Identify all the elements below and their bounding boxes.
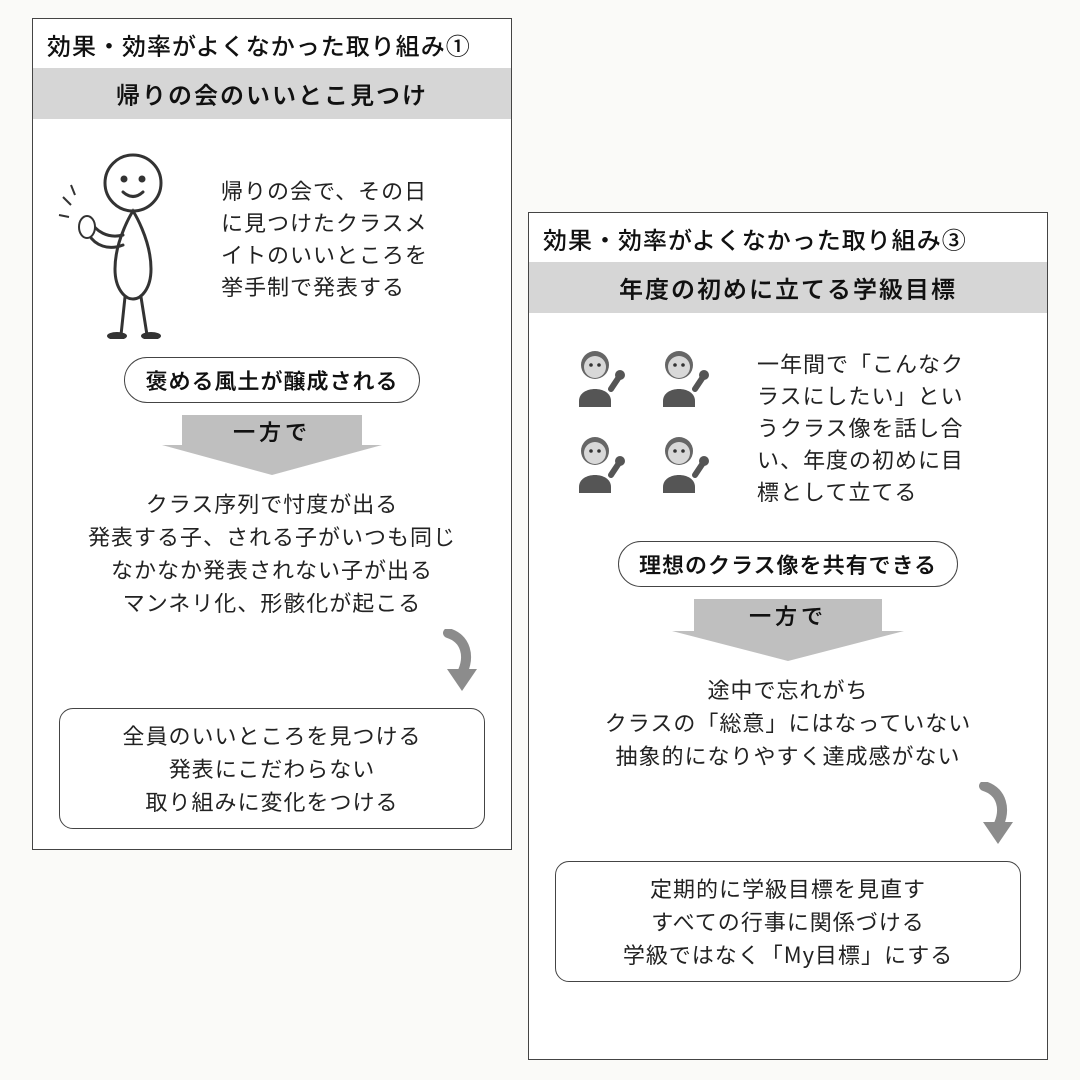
- positive-pill: 褒める風土が醸成される: [124, 357, 419, 403]
- card-subtitle: 年度の初めに立てる学級目標: [529, 262, 1047, 313]
- conclusion-box: 定期的に学級目標を見直す すべての行事に関係づける 学級ではなく「My目標」にす…: [555, 861, 1021, 982]
- card-attempt-1: 効果・効率がよくなかった取り組み① 帰りの会のいいとこ見つけ: [32, 18, 512, 850]
- group-students-icon: [549, 333, 739, 523]
- clap-person-icon: [53, 139, 203, 339]
- positive-pill: 理想のクラス像を共有できる: [618, 541, 958, 587]
- small-curved-arrow-icon: [969, 782, 1019, 851]
- card-subtitle: 帰りの会のいいとこ見つけ: [33, 68, 511, 119]
- intro-row: 帰りの会で、その日 に見つけたクラスメ イトのいいところを 挙手制で発表する: [33, 119, 511, 349]
- positive-pill-wrap: 褒める風土が醸成される: [33, 349, 511, 403]
- however-arrow: 一方で: [142, 409, 402, 479]
- however-arrow: 一方で: [648, 593, 928, 665]
- card-title: 効果・効率がよくなかった取り組み③: [529, 213, 1047, 262]
- however-label: 一方で: [142, 415, 402, 447]
- intro-text: 帰りの会で、その日 に見つけたクラスメ イトのいいところを 挙手制で発表する: [221, 175, 491, 303]
- small-curved-arrow-icon: [433, 629, 483, 698]
- intro-row: 一年間で「こんなク ラスにしたい」とい うクラス像を話し合 い、年度の初めに目 …: [529, 313, 1047, 533]
- card-title: 効果・効率がよくなかった取り組み①: [33, 19, 511, 68]
- positive-pill-wrap: 理想のクラス像を共有できる: [529, 533, 1047, 587]
- intro-text: 一年間で「こんなク ラスにしたい」とい うクラス像を話し合 い、年度の初めに目 …: [757, 348, 1027, 507]
- conclusion-box: 全員のいいところを見つける 発表にこだわらない 取り組みに変化をつける: [59, 708, 485, 829]
- however-label: 一方で: [648, 599, 928, 631]
- problem-text: クラス序列で忖度が出る 発表する子、される子がいつも同じ なかなか発表されない子…: [33, 487, 511, 627]
- problem-text: 途中で忘れがち クラスの「総意」にはなっていない 抽象的になりやすく達成感がない: [529, 673, 1047, 780]
- card-attempt-3: 効果・効率がよくなかった取り組み③ 年度の初めに立てる学級目標: [528, 212, 1048, 1060]
